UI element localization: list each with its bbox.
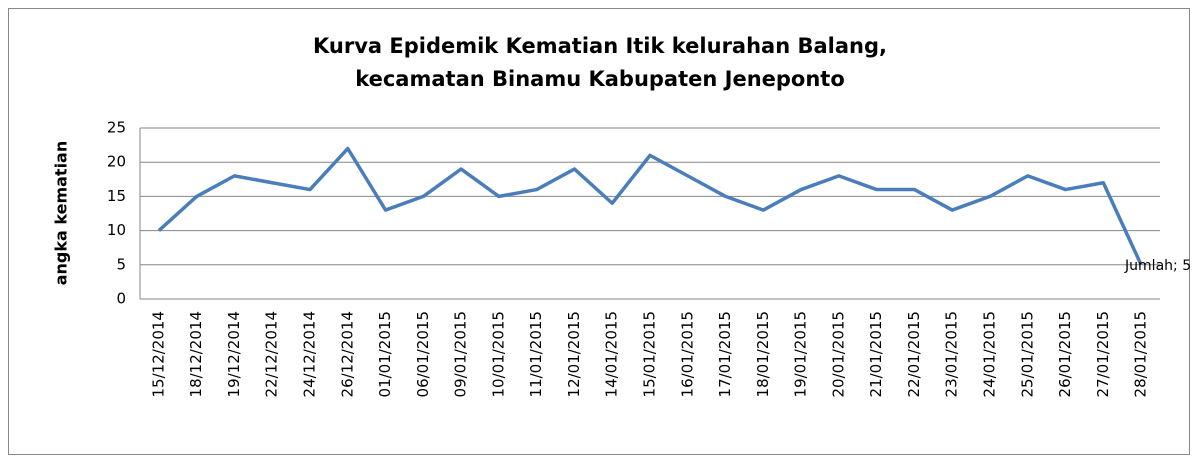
x-tick-label: 20/01/2015 [829,311,847,397]
x-tick-label: 11/01/2015 [527,311,545,397]
x-tick-label: 19/01/2015 [792,311,810,397]
x-tick-label: 15/12/2014 [149,311,167,397]
y-tick-label: 0 [116,290,126,308]
y-tick-label: 10 [107,221,126,239]
x-tick-label: 10/01/2015 [489,311,507,397]
y-tick-label: 25 [107,119,126,137]
x-tick-label: 26/01/2015 [1056,311,1074,397]
x-tick-label: 12/01/2015 [565,311,583,397]
x-tick-label: 17/01/2015 [716,311,734,397]
x-tick-label: 16/01/2015 [678,311,696,397]
chart-title: kecamatan Binamu Kabupaten Jeneponto [355,67,845,91]
y-axis-label: angka kematian [52,141,71,286]
x-tick-label: 22/01/2015 [905,311,923,397]
x-tick-label: 23/01/2015 [943,311,961,397]
x-tick-label: 26/12/2014 [338,311,356,397]
x-tick-label: 06/01/2015 [414,311,432,397]
x-tick-label: 24/12/2014 [301,311,319,397]
chart-border [8,8,1190,455]
y-tick-label: 20 [107,153,126,171]
y-tick-label: 5 [116,255,126,273]
y-tick-label: 15 [107,187,126,205]
x-tick-label: 24/01/2015 [981,311,999,397]
x-tick-label: 14/01/2015 [603,311,621,397]
x-tick-label: 28/01/2015 [1132,311,1150,397]
x-tick-label: 19/12/2014 [225,311,243,397]
chart-title: Kurva Epidemik Kematian Itik kelurahan B… [313,34,887,58]
x-tick-label: 01/01/2015 [376,311,394,397]
x-tick-label: 15/01/2015 [641,311,659,397]
x-tick-label: 18/01/2015 [754,311,772,397]
x-tick-label: 21/01/2015 [867,311,885,397]
x-tick-label: 18/12/2014 [187,311,205,397]
data-label: Jumlah; 5 [1124,258,1191,274]
data-line [157,146,1143,266]
x-tick-label: 25/01/2015 [1018,311,1036,397]
x-tick-label: 27/01/2015 [1094,311,1112,397]
x-tick-label: 09/01/2015 [452,311,470,397]
x-tick-label: 22/12/2014 [263,311,281,397]
